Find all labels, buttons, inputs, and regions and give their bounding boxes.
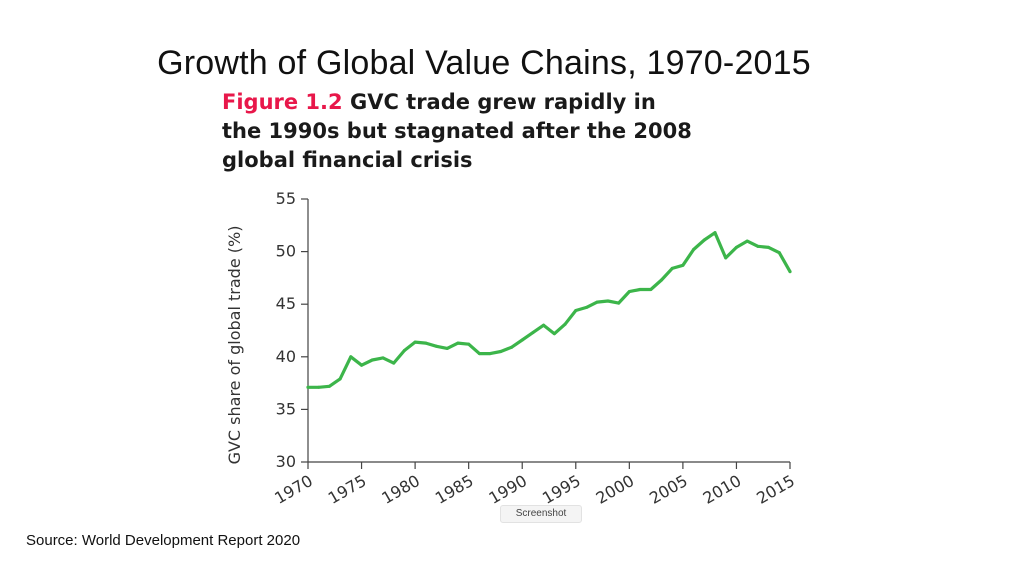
data-point	[724, 256, 728, 260]
y-tick-label: 45	[276, 294, 296, 313]
data-point	[499, 350, 503, 354]
data-point	[692, 247, 696, 251]
data-point	[649, 287, 653, 291]
x-axis: 1970 1975 1980 1985 1990 1995 2000 2005 2010 2015	[271, 461, 798, 508]
data-point	[327, 384, 331, 388]
data-point	[381, 356, 385, 360]
y-tick-label: 55	[276, 189, 296, 208]
screenshot-badge: Screenshot	[500, 505, 582, 523]
data-point	[477, 352, 481, 356]
figure-label: Figure 1.2	[222, 90, 343, 114]
x-tick-label: 1975	[325, 471, 370, 508]
x-tick-label: 1970	[271, 471, 316, 508]
data-point	[788, 270, 792, 274]
y-tick-label: 40	[276, 347, 296, 366]
data-point	[445, 346, 449, 350]
data-point	[338, 377, 342, 381]
x-tick-label: 2005	[646, 471, 691, 508]
data-point	[681, 263, 685, 267]
data-point	[756, 244, 760, 248]
data-point	[627, 290, 631, 294]
data-point	[638, 287, 642, 291]
data-point	[767, 245, 771, 249]
caption-line-2: the 1990s but stagnated after the 2008	[222, 119, 692, 143]
x-tick-label: 2010	[700, 471, 745, 508]
y-tick-label: 30	[276, 452, 296, 471]
y-axis-label: GVC share of global trade (%)	[225, 226, 244, 465]
data-point	[606, 299, 610, 303]
x-tick-label: 1990	[485, 471, 530, 508]
data-point	[617, 301, 621, 305]
data-point	[467, 342, 471, 346]
data-point	[424, 341, 428, 345]
y-tick-label: 50	[276, 242, 296, 261]
figure-caption: Figure 1.2 GVC trade grew rapidly in the…	[222, 88, 822, 175]
data-point	[670, 266, 674, 270]
data-point	[456, 341, 460, 345]
data-point	[552, 332, 556, 336]
data-point	[349, 355, 353, 359]
data-point	[702, 238, 706, 242]
x-tick-label: 1995	[539, 471, 584, 508]
x-tick-label: 1985	[432, 471, 477, 508]
data-point	[317, 385, 321, 389]
data-point	[531, 331, 535, 335]
series-points	[306, 231, 792, 389]
x-tick-label: 1980	[378, 471, 423, 508]
data-point	[520, 338, 524, 342]
caption-line-3: global financial crisis	[222, 148, 473, 172]
caption-line-1: GVC trade grew rapidly in	[342, 90, 656, 114]
data-point	[413, 340, 417, 344]
data-point	[370, 358, 374, 362]
data-point	[435, 344, 439, 348]
x-tick-label: 2000	[593, 471, 638, 508]
data-point	[563, 322, 567, 326]
slide-title: Growth of Global Value Chains, 1970-2015	[157, 44, 811, 82]
data-point	[713, 231, 717, 235]
y-axis: 30 35 40 45 50 55	[276, 189, 309, 471]
data-point	[595, 300, 599, 304]
data-point	[659, 278, 663, 282]
series-line-gvc-share	[306, 231, 792, 389]
data-point	[360, 363, 364, 367]
data-point	[584, 305, 588, 309]
x-tick-label: 2015	[753, 471, 798, 508]
data-point	[510, 345, 514, 349]
data-point	[306, 385, 310, 389]
data-point	[488, 352, 492, 356]
source-note: Source: World Development Report 2020	[26, 532, 301, 549]
data-point	[392, 361, 396, 365]
data-point	[745, 239, 749, 243]
data-point	[402, 348, 406, 352]
data-point	[574, 309, 578, 313]
data-point	[542, 323, 546, 327]
data-point	[777, 251, 781, 255]
data-point	[734, 245, 738, 249]
y-tick-label: 35	[276, 399, 296, 418]
